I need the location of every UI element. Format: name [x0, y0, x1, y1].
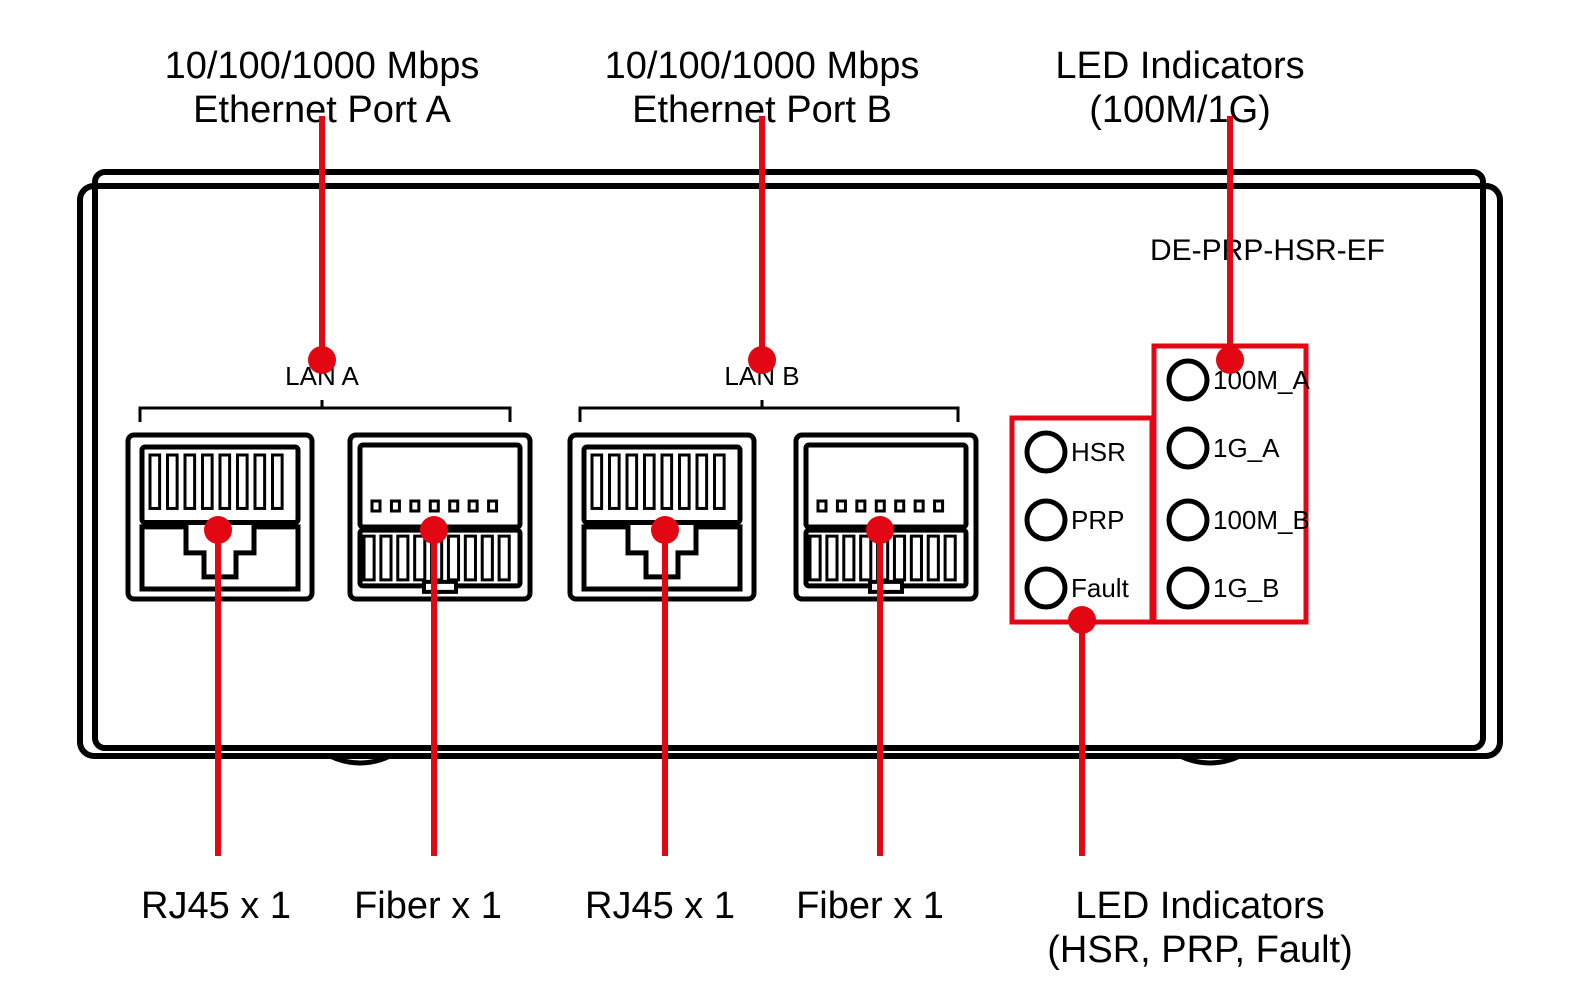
bottom-label: Fiber x 1 — [796, 885, 944, 927]
led-indicator — [1027, 569, 1065, 607]
callout-dot — [748, 346, 776, 374]
led-label: 100M_B — [1213, 505, 1310, 535]
fiber-port — [350, 435, 530, 599]
led-label: 1G_B — [1213, 573, 1280, 603]
led-label: HSR — [1071, 437, 1126, 467]
top-label-line1: LED Indicators — [1055, 45, 1304, 87]
bottom-label: LED Indicators — [1075, 885, 1324, 927]
callout-dot — [204, 516, 232, 544]
diagram-svg: 10/100/1000 MbpsEthernet Port A10/100/10… — [0, 0, 1586, 1001]
led-indicator — [1169, 569, 1207, 607]
bottom-label: (HSR, PRP, Fault) — [1047, 929, 1352, 971]
led-label: 1G_A — [1213, 433, 1280, 463]
bottom-label: RJ45 x 1 — [585, 885, 735, 927]
model-label: DE-PRP-HSR-EF — [1150, 234, 1385, 267]
top-label-line2: (100M/1G) — [1089, 89, 1271, 131]
bottom-label: RJ45 x 1 — [141, 885, 291, 927]
fiber-port — [796, 435, 976, 599]
callout-dot — [1216, 346, 1244, 374]
led-indicator — [1027, 501, 1065, 539]
led-indicator — [1169, 361, 1207, 399]
callout-dot — [308, 346, 336, 374]
bottom-label: Fiber x 1 — [354, 885, 502, 927]
led-label: Fault — [1071, 573, 1130, 603]
callout-dot — [651, 516, 679, 544]
led-indicator — [1169, 501, 1207, 539]
top-label-line1: 10/100/1000 Mbps — [605, 45, 920, 87]
top-label-line1: 10/100/1000 Mbps — [165, 45, 480, 87]
callout-dot — [866, 516, 894, 544]
led-label: PRP — [1071, 505, 1124, 535]
callout-dot — [1068, 606, 1096, 634]
led-indicator — [1169, 429, 1207, 467]
diagram-root: 10/100/1000 MbpsEthernet Port A10/100/10… — [0, 0, 1586, 1001]
led-indicator — [1027, 433, 1065, 471]
callout-dot — [420, 516, 448, 544]
